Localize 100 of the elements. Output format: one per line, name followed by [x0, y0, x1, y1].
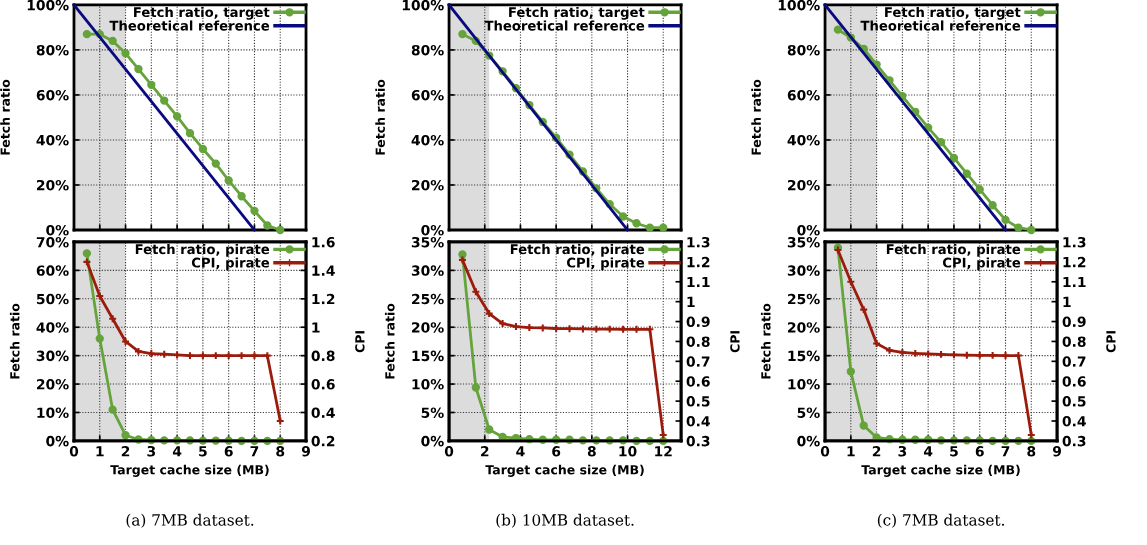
x-tick-label: 10 [619, 446, 637, 457]
y-tick-label: 25% [412, 293, 444, 305]
y2-tick-label: 0.6 [1062, 376, 1086, 387]
y-tick-label: 35% [787, 236, 820, 248]
x-tick-label: 5 [950, 446, 958, 457]
y-tick-label: 60% [36, 265, 69, 276]
legend-label: Fetch ratio, target [509, 6, 645, 20]
y2-tick-label: 0.4 [1062, 415, 1086, 427]
y2-axis-title: CPI [355, 331, 365, 353]
y-tick-label: 20% [788, 322, 820, 333]
y2-tick-label: 1.4 [312, 265, 335, 276]
y-tick-label: 5% [421, 407, 444, 418]
y-tick-label: 100% [27, 0, 69, 11]
legend-label: Theoretical reference [860, 20, 1021, 31]
x-tick-label: 8 [587, 446, 596, 457]
x-tick-label: 0 [444, 446, 454, 457]
y-tick-label: 0% [46, 224, 69, 236]
y2-tick-label: 0.8 [1062, 336, 1086, 347]
y2-tick-label: 1.3 [687, 236, 710, 248]
y-tick-label: 0% [421, 435, 444, 447]
y2-tick-label: 0.3 [686, 435, 710, 447]
x-tick-label: 6 [552, 446, 561, 457]
y-tick-label: 30% [36, 350, 69, 362]
x-tick-label: 0 [69, 446, 79, 457]
y-tick-label: 60% [787, 89, 820, 101]
y-tick-label: 0% [46, 435, 69, 447]
x-tick-label: 8 [1027, 446, 1036, 457]
legend-label: Fetch ratio, pirate [135, 243, 270, 257]
y-tick-label: 25% [788, 293, 820, 305]
y-tick-label: 15% [412, 350, 444, 362]
y2-axis-title: CPI [1106, 331, 1116, 353]
x-tick-label: 6 [975, 446, 984, 457]
y2-tick-label: 0.5 [686, 396, 710, 407]
y2-tick-label: 0.8 [311, 350, 335, 362]
y2-tick-label: 0.3 [1062, 435, 1086, 447]
legend-label: Fetch ratio, pirate [510, 243, 645, 257]
y-axis-title: Fetch ratio [375, 79, 385, 155]
y-tick-label: 10% [412, 379, 444, 390]
legend-label: CPI, pirate [566, 257, 645, 271]
legend-label: Fetch ratio, target [885, 6, 1021, 20]
y2-tick-label: 0.9 [686, 316, 710, 328]
y2-tick-label: 0.2 [311, 435, 335, 447]
x-tick-label: 2 [481, 446, 489, 457]
y2-tick-label: 1.6 [312, 236, 335, 248]
y-axis-title: Fetch ratio [0, 79, 10, 155]
y2-tick-label: 0.5 [1062, 396, 1086, 407]
y2-tick-label: 0.6 [686, 376, 710, 387]
y2-tick-label: 1.1 [687, 276, 710, 288]
text: (a) 7MB dataset. [126, 513, 254, 528]
y-tick-label: 10% [37, 407, 69, 418]
x-tick-label: 7 [1001, 446, 1010, 457]
legend-label: Fetch ratio, pirate [886, 243, 1021, 257]
y-tick-label: 50% [36, 293, 69, 305]
y-tick-label: 35% [411, 236, 444, 248]
legend-label: Fetch ratio, target [134, 6, 270, 20]
y-tick-label: 20% [36, 179, 69, 191]
y2-axis-title: CPI [730, 331, 740, 353]
x-tick-label: 4 [516, 446, 525, 457]
y-tick-label: 80% [787, 44, 820, 56]
x-tick-label: 6 [224, 446, 233, 457]
x-tick-label: 0 [820, 446, 830, 457]
y2-tick-label: 1 [1063, 296, 1071, 307]
legend-label: Theoretical reference [484, 20, 645, 31]
x-tick-label: 12 [655, 446, 672, 457]
x-tick-label: 4 [172, 446, 182, 457]
y2-tick-label: 0.4 [686, 415, 710, 427]
text: (b) 10MB dataset. [496, 513, 634, 528]
y-tick-label: 0% [797, 224, 820, 236]
y-tick-label: 5% [797, 407, 820, 418]
y2-tick-label: 0.7 [686, 356, 710, 367]
legend-label: Theoretical reference [109, 20, 270, 31]
x-tick-label: 2 [872, 446, 881, 457]
y2-tick-label: 1.3 [1063, 236, 1086, 248]
y2-tick-label: 0.4 [311, 407, 335, 418]
y-tick-label: 30% [787, 265, 820, 276]
x-tick-label: 1 [847, 446, 855, 457]
y2-tick-label: 1.1 [1063, 276, 1086, 288]
x-axis-title: Target cache size (MB) [861, 464, 1020, 477]
x-tick-label: 1 [96, 446, 104, 457]
x-tick-label: 7 [250, 446, 259, 457]
y-tick-label: 60% [411, 89, 444, 101]
y-tick-label: 40% [411, 134, 444, 146]
y-axis-title: Fetch ratio [384, 303, 395, 379]
y-tick-label: 20% [412, 322, 444, 333]
x-tick-label: 2 [121, 446, 130, 457]
x-tick-label: 9 [1052, 446, 1062, 457]
y-tick-label: 10% [788, 379, 820, 390]
y-tick-label: 80% [36, 44, 69, 56]
y2-tick-label: 0.9 [1062, 316, 1086, 328]
x-tick-label: 4 [923, 446, 933, 457]
x-axis-title: Target cache size (MB) [485, 464, 644, 477]
y-tick-label: 60% [36, 89, 69, 101]
x-tick-label: 5 [199, 446, 207, 457]
y-tick-label: 0% [797, 435, 820, 447]
y2-tick-label: 1.2 [1063, 256, 1086, 268]
y-tick-label: 0% [421, 224, 444, 236]
y2-tick-label: 1 [312, 322, 320, 333]
y2-tick-label: 0.6 [311, 379, 335, 390]
y-tick-label: 70% [36, 236, 69, 248]
y2-tick-label: 1 [687, 296, 695, 307]
